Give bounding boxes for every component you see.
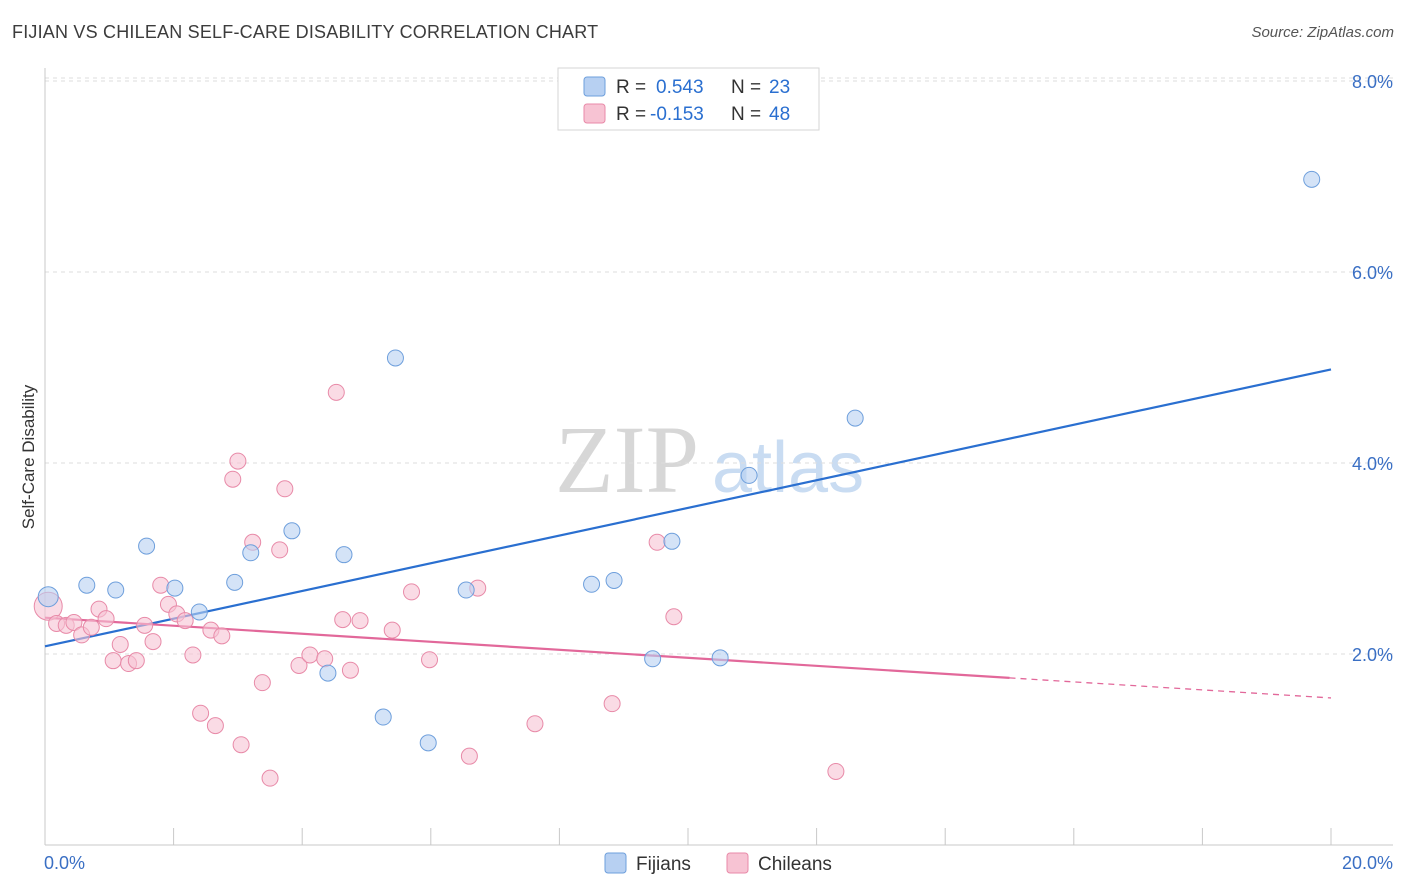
chileans-point: [261, 769, 279, 787]
chileans-point: [665, 608, 683, 626]
fijians-point: [663, 532, 681, 550]
fijians-r-label: R =: [616, 77, 646, 98]
x-tick-label-min: 0.0%: [44, 853, 85, 873]
chileans-point: [176, 612, 194, 630]
fijians-point: [107, 581, 125, 599]
chileans-point: [341, 661, 359, 679]
chileans-point: [421, 651, 439, 669]
fijians-point: [138, 537, 156, 555]
y-tick-label: 4.0%: [1352, 454, 1393, 474]
fijians-point: [644, 650, 662, 668]
x-tick-label-max: 20.0%: [1342, 853, 1393, 873]
chileans-point: [136, 616, 154, 634]
chileans-point: [144, 633, 162, 651]
fijians-swatch: [583, 76, 606, 97]
fijians-point: [37, 586, 59, 608]
fijians-point: [374, 708, 392, 726]
fijians-point: [711, 649, 729, 667]
chileans-point: [206, 717, 224, 735]
fijians-point: [283, 522, 301, 540]
data-points: [33, 170, 1321, 787]
chileans-point: [82, 618, 100, 636]
chileans-point: [213, 627, 231, 645]
fijians-point: [846, 409, 864, 427]
fijians-trend-line: [44, 368, 1332, 648]
y-tick-label: 6.0%: [1352, 263, 1393, 283]
fijians-point: [419, 734, 437, 752]
chileans-point: [192, 704, 210, 722]
fijians-point: [605, 571, 623, 589]
chileans-point: [351, 612, 369, 630]
chileans-point: [290, 656, 308, 674]
fijians-point: [242, 544, 260, 562]
fijians-point: [335, 546, 353, 564]
chileans-point: [403, 583, 421, 601]
chart-source: Source: ZipAtlas.com: [1251, 24, 1394, 41]
fijians-point: [166, 579, 184, 597]
legend-fijians-swatch: [604, 852, 627, 874]
chileans-point: [827, 762, 845, 780]
chileans-point: [111, 635, 129, 653]
legend-chileans-swatch: [726, 852, 749, 874]
chileans-point: [229, 452, 247, 470]
chileans-r-label: R =: [616, 104, 646, 125]
chileans-r-value: -0.153: [650, 104, 704, 125]
fijians-point: [583, 575, 601, 593]
watermark-zip: ZIP: [555, 406, 699, 513]
chileans-point: [460, 747, 478, 765]
fijians-point: [319, 664, 337, 682]
fijians-point: [740, 466, 758, 484]
chileans-point: [65, 613, 83, 631]
fijians-point: [226, 573, 244, 591]
chileans-point: [526, 715, 544, 733]
legend-chileans-label: Chileans: [758, 854, 832, 875]
fijians-point: [190, 603, 208, 621]
chileans-point: [334, 611, 352, 629]
chileans-swatch: [583, 103, 606, 124]
chileans-point: [253, 674, 271, 692]
y-tick-label: 2.0%: [1352, 645, 1393, 665]
chileans-point: [648, 533, 666, 551]
chileans-point: [152, 576, 170, 594]
chileans-point: [232, 736, 250, 754]
chileans-point: [104, 652, 122, 670]
series-legend: Fijians Chileans: [604, 852, 832, 875]
chileans-point: [327, 383, 345, 401]
y-axis-label: Self-Care Disability: [19, 384, 38, 529]
chart-title: FIJIAN VS CHILEAN SELF-CARE DISABILITY C…: [12, 22, 599, 42]
fijians-point: [1303, 170, 1321, 188]
chileans-point: [97, 610, 115, 628]
chileans-point: [301, 646, 319, 664]
chileans-point: [127, 652, 145, 670]
fijians-point: [78, 576, 96, 594]
chileans-point: [184, 646, 202, 664]
fijians-r-value: 0.543: [656, 77, 704, 98]
stats-legend: R = 0.543 N = 23 R = -0.153 N = 48: [557, 67, 820, 131]
chileans-n-value: 48: [769, 104, 790, 125]
chileans-trend-extension: [1009, 677, 1332, 699]
chileans-point: [224, 470, 242, 488]
chileans-point: [271, 541, 289, 559]
gridlines: [45, 77, 1393, 655]
chileans-point: [383, 621, 401, 639]
fijians-point: [457, 581, 475, 599]
fijians-n-value: 23: [769, 77, 790, 98]
chileans-point: [603, 695, 621, 713]
y-tick-label: 8.0%: [1352, 72, 1393, 92]
chileans-point: [316, 650, 334, 668]
chileans-n-label: N =: [731, 104, 761, 125]
axes: [44, 68, 1393, 846]
chileans-point: [276, 480, 294, 498]
watermark-atlas: atlas: [712, 428, 864, 508]
legend-fijians-label: Fijians: [636, 854, 691, 875]
fijians-n-label: N =: [731, 77, 761, 98]
y-tick-labels: 2.0% 4.0% 6.0% 8.0%: [1352, 72, 1393, 665]
fijians-point: [386, 349, 404, 367]
